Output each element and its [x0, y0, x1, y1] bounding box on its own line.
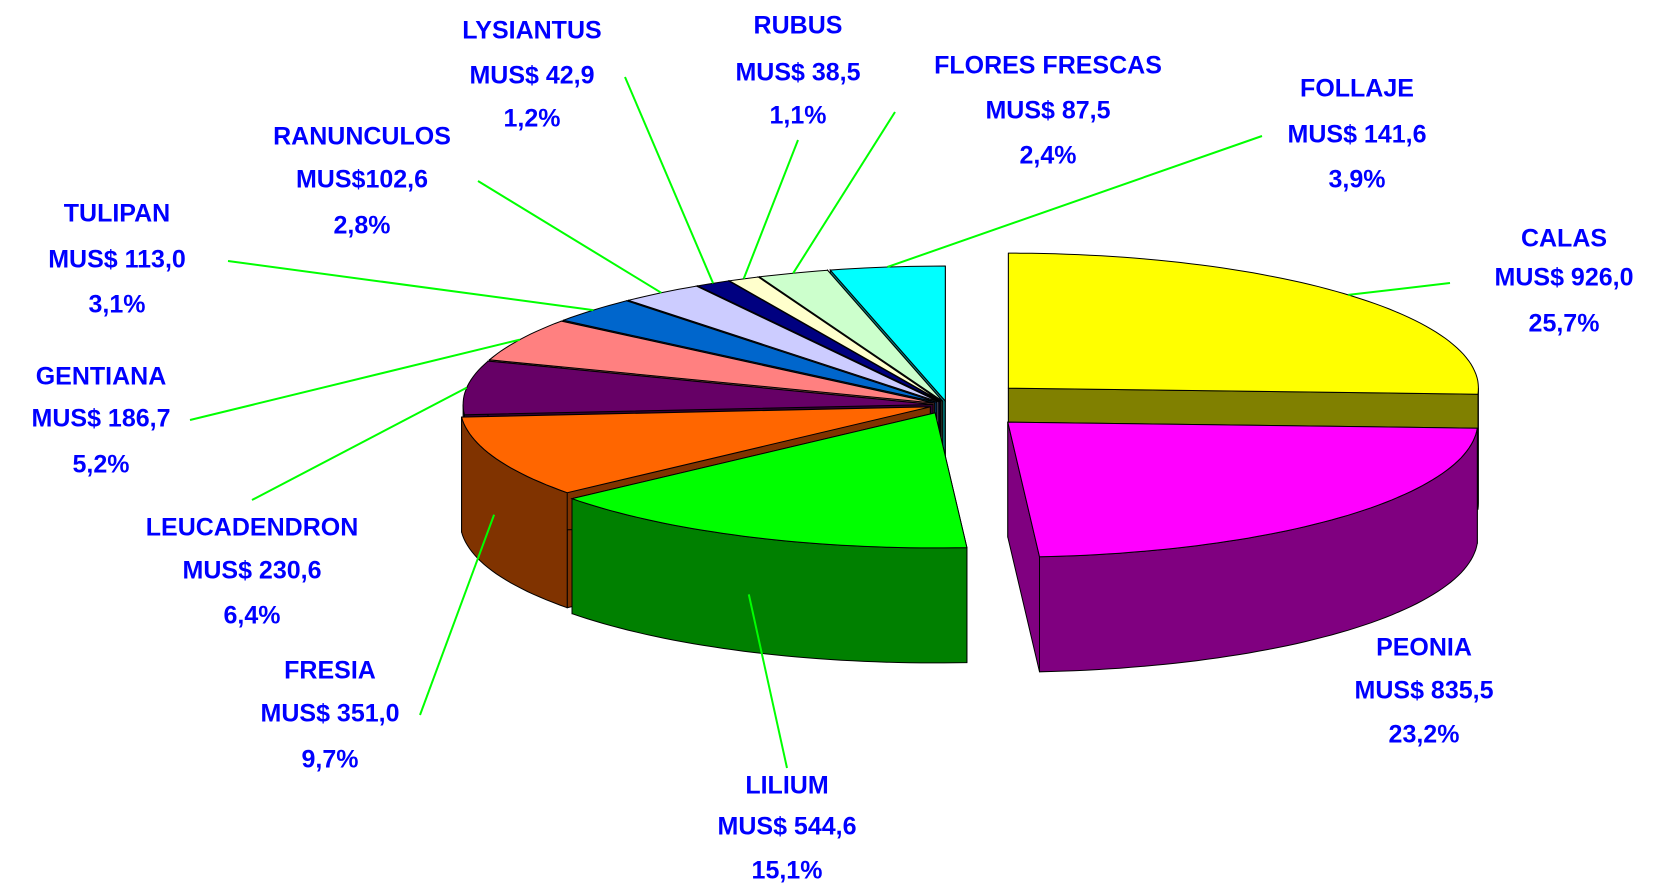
- percent-label: 2,4%: [1020, 142, 1077, 170]
- percent-label: 15,1%: [752, 857, 823, 885]
- percent-label: 23,2%: [1389, 721, 1460, 749]
- leader-line: [189, 338, 521, 421]
- percent-label: 3,1%: [89, 291, 146, 319]
- leader-line: [477, 180, 662, 294]
- category-label: CALAS: [1521, 225, 1607, 253]
- slice-top: [758, 269, 943, 402]
- percent-label: 5,2%: [73, 451, 130, 479]
- value-label: MUS$ 544,6: [718, 813, 857, 841]
- slice-top: [462, 360, 934, 416]
- category-label: RUBUS: [754, 12, 843, 40]
- value-label: MUS$ 42,9: [469, 62, 594, 90]
- value-label: MUS$ 38,5: [735, 59, 860, 87]
- category-label: PEONIA: [1376, 634, 1472, 662]
- value-label: MUS$102,6: [296, 166, 428, 194]
- category-label: RANUNCULOS: [273, 123, 451, 151]
- value-label: MUS$ 113,0: [48, 246, 186, 274]
- percent-label: 3,9%: [1329, 166, 1386, 194]
- leader-line: [624, 76, 715, 284]
- category-label: FRESIA: [284, 657, 376, 685]
- value-label: MUS$ 926,0: [1495, 264, 1634, 292]
- slice-top: [1007, 252, 1479, 395]
- value-label: MUS$ 186,7: [32, 405, 171, 433]
- value-label: MUS$ 835,5: [1355, 677, 1494, 705]
- percent-label: 25,7%: [1529, 310, 1600, 338]
- category-label: FLORES FRESCAS: [934, 52, 1162, 80]
- value-label: MUS$ 87,5: [985, 97, 1110, 125]
- percent-label: 1,2%: [504, 105, 561, 133]
- slice-top: [460, 406, 931, 494]
- slice: [1007, 421, 1478, 673]
- leader-line: [227, 260, 594, 312]
- percent-label: 2,8%: [334, 212, 391, 240]
- leader-line: [747, 594, 788, 769]
- leader-line: [419, 514, 496, 716]
- value-label: MUS$ 351,0: [261, 700, 400, 728]
- leader-line: [742, 139, 799, 280]
- percent-label: 9,7%: [302, 746, 359, 774]
- category-label: GENTIANA: [36, 363, 167, 391]
- slice-top: [1007, 421, 1478, 558]
- percent-label: 6,4%: [224, 602, 281, 630]
- category-label: LILIUM: [745, 772, 828, 800]
- leader-line: [251, 386, 468, 501]
- percent-label: 1,1%: [770, 102, 827, 130]
- leader-line: [792, 111, 896, 274]
- category-label: TULIPAN: [64, 200, 170, 228]
- pie: [460, 252, 1479, 673]
- category-label: LEUCADENDRON: [146, 514, 359, 542]
- value-label: MUS$ 230,6: [183, 557, 322, 585]
- category-label: FOLLAJE: [1300, 75, 1414, 103]
- slice-top: [727, 276, 942, 402]
- leader-line: [887, 135, 1263, 268]
- slice: [570, 412, 968, 664]
- value-label: MUS$ 141,6: [1288, 121, 1427, 149]
- slice-top: [570, 412, 968, 549]
- category-label: LYSIANTUS: [462, 17, 601, 45]
- leader-line: [1348, 282, 1451, 296]
